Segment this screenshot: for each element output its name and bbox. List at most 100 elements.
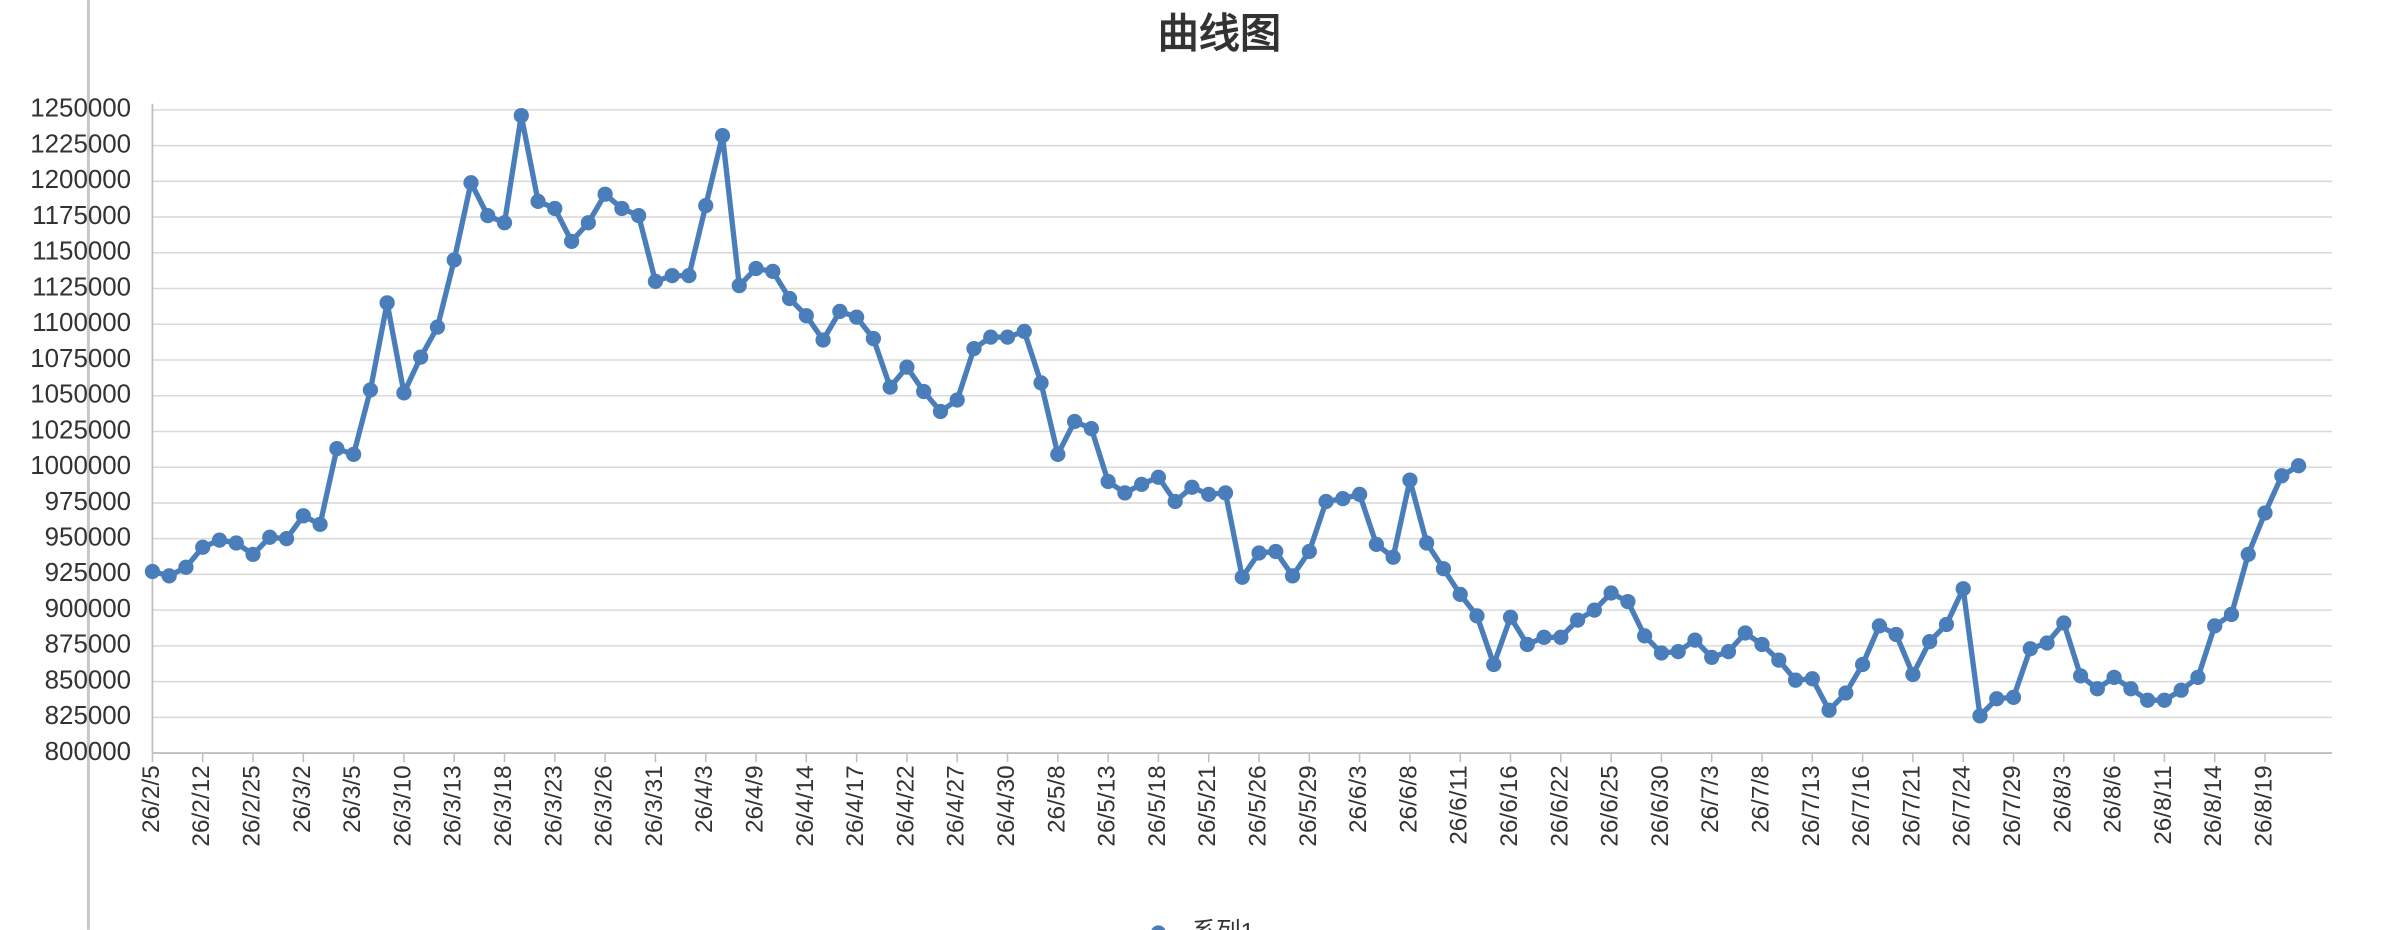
- x-tick-label: 26/3/2: [289, 765, 316, 833]
- data-point: [1838, 685, 1854, 701]
- data-point: [1989, 691, 2005, 707]
- x-tick-label: 26/4/30: [993, 765, 1020, 846]
- data-point: [496, 215, 513, 231]
- data-point: [899, 359, 915, 375]
- x-tick-label: 26/5/8: [1043, 765, 1070, 833]
- y-tick-label: 800000: [45, 738, 131, 766]
- data-point: [2123, 681, 2139, 697]
- data-point: [1469, 608, 1485, 624]
- x-tick-label: 26/3/23: [540, 765, 567, 846]
- data-point: [563, 233, 580, 249]
- data-point: [1871, 618, 1888, 634]
- data-point: [211, 532, 228, 548]
- data-point: [2106, 669, 2122, 685]
- data-point: [1268, 543, 1284, 560]
- y-tick-label: 925000: [45, 559, 131, 587]
- data-point: [480, 208, 496, 224]
- data-point: [1050, 446, 1066, 462]
- data-point: [195, 539, 211, 555]
- data-point: [1402, 472, 1418, 488]
- x-tick-label: 26/2/25: [238, 765, 265, 846]
- data-point: [530, 193, 546, 209]
- data-point: [1016, 323, 1032, 340]
- data-point: [664, 268, 680, 284]
- data-point: [144, 563, 161, 580]
- data-point: [1167, 493, 1183, 510]
- data-point: [1569, 612, 1586, 628]
- data-point: [161, 568, 177, 584]
- x-tick-label: 26/7/13: [1798, 765, 1825, 846]
- data-point: [2173, 682, 2189, 698]
- data-point: [1033, 375, 1049, 391]
- data-point: [1720, 643, 1737, 660]
- data-point: [295, 508, 311, 524]
- data-point: [278, 531, 295, 547]
- data-point: [2290, 458, 2307, 474]
- y-tick-label: 1075000: [30, 345, 131, 373]
- y-tick-label: 1025000: [30, 416, 131, 444]
- data-point: [396, 385, 412, 401]
- data-point: [1486, 656, 1502, 673]
- x-tick-label: 26/3/13: [440, 765, 467, 846]
- data-point: [1603, 585, 1619, 601]
- x-tick-label: 26/8/11: [2150, 765, 2177, 845]
- data-point: [446, 252, 462, 268]
- x-tick-label: 26/6/16: [1496, 765, 1523, 846]
- data-point: [731, 278, 747, 294]
- x-tick-label: 26/5/21: [1194, 765, 1221, 846]
- data-point: [1419, 535, 1435, 551]
- x-tick-label: 26/8/6: [2100, 765, 2127, 833]
- data-point: [1201, 486, 1217, 502]
- y-tick-label: 900000: [45, 595, 131, 623]
- y-tick-label: 875000: [45, 631, 131, 659]
- y-tick-label: 1250000: [30, 95, 131, 123]
- data-point: [1351, 486, 1368, 502]
- data-point: [781, 290, 798, 307]
- data-point: [2140, 692, 2156, 708]
- data-point: [2223, 606, 2240, 623]
- data-point: [1888, 626, 1904, 643]
- data-point: [631, 208, 647, 224]
- data-point: [245, 546, 261, 563]
- data-point: [1100, 473, 1116, 490]
- data-point: [547, 200, 563, 217]
- data-point: [2056, 615, 2072, 631]
- data-point: [2039, 635, 2055, 651]
- data-point: [999, 329, 1016, 345]
- data-point: [1922, 633, 1938, 650]
- x-tick-label: 26/7/21: [1898, 765, 1925, 846]
- data-point: [1217, 485, 1234, 501]
- data-point: [1637, 628, 1653, 644]
- data-point: [262, 529, 278, 545]
- x-tick-label: 26/5/13: [1094, 765, 1121, 846]
- x-tick-label: 26/4/14: [792, 765, 819, 846]
- x-tick-label: 26/4/27: [943, 765, 970, 846]
- data-point: [2089, 681, 2105, 697]
- data-point: [2005, 689, 2022, 705]
- y-tick-label: 1225000: [30, 130, 131, 158]
- x-tick-label: 26/3/26: [591, 765, 618, 846]
- x-tick-label: 26/2/5: [138, 765, 165, 833]
- data-point: [1687, 632, 1703, 648]
- x-tick-label: 26/5/29: [1295, 765, 1322, 846]
- x-tick-label: 26/8/14: [2200, 765, 2227, 846]
- data-point: [882, 379, 898, 395]
- data-point: [2207, 618, 2223, 634]
- data-point: [1368, 536, 1385, 553]
- data-point: [312, 516, 328, 532]
- data-point: [932, 403, 949, 420]
- data-point: [983, 329, 999, 345]
- legend-marker: [1151, 925, 1166, 930]
- y-tick-label: 1125000: [32, 273, 131, 301]
- x-tick-label: 26/6/3: [1345, 765, 1372, 833]
- data-point: [1620, 593, 1636, 610]
- data-point: [916, 383, 932, 400]
- data-point: [1586, 602, 1602, 618]
- data-point: [1553, 629, 1569, 645]
- x-tick-label: 26/8/19: [2250, 765, 2277, 846]
- x-tick-label: 26/3/5: [339, 765, 366, 833]
- x-tick-label: 26/4/17: [842, 765, 869, 846]
- x-tick-label: 26/6/8: [1395, 765, 1422, 833]
- data-point: [413, 349, 429, 365]
- data-point: [1955, 581, 1971, 597]
